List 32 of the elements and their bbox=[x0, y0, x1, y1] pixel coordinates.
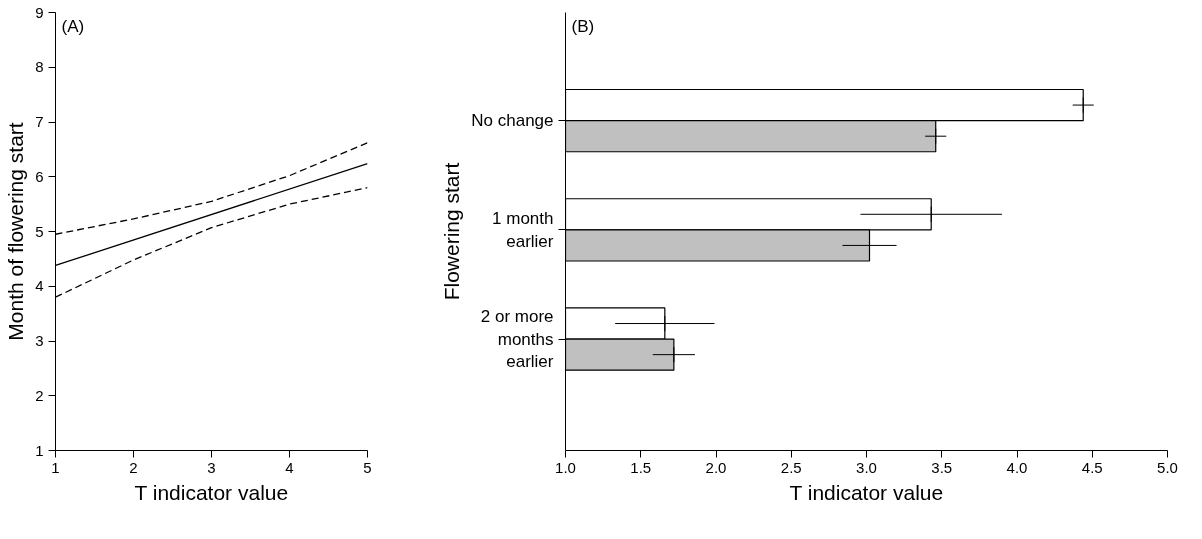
x-tick-label: 4.5 bbox=[1081, 458, 1103, 476]
annotation: (A) bbox=[61, 16, 85, 36]
y-tick-label: 1 month earlier bbox=[492, 208, 554, 251]
y-tick-label: 2 or more months earlier bbox=[480, 306, 554, 372]
x-tick-label: 5.0 bbox=[1157, 458, 1178, 476]
y-tick-label: 4 bbox=[35, 277, 44, 295]
x-tick-label: 2.0 bbox=[705, 458, 727, 476]
x-tick-label: 3 bbox=[207, 458, 216, 476]
x-axis-title: T indicator value bbox=[134, 480, 289, 504]
annotation: (B) bbox=[571, 16, 595, 36]
y-tick-label: No change bbox=[471, 111, 554, 131]
x-tick-label: 3.0 bbox=[856, 458, 877, 476]
x-tick-label: 3.5 bbox=[931, 458, 953, 476]
x-tick-label: 1 bbox=[51, 458, 60, 476]
y-tick-label: 6 bbox=[35, 167, 44, 185]
y-tick-label: 7 bbox=[35, 113, 44, 130]
y-tick-label: 2 bbox=[35, 386, 44, 404]
y-tick-label: 9 bbox=[35, 3, 44, 21]
x-tick-label: 1.0 bbox=[555, 458, 576, 476]
y-axis-title: Flowering start bbox=[440, 162, 464, 301]
x-axis-title: T indicator value bbox=[789, 480, 944, 504]
y-axis-title: Month of flowering start bbox=[4, 122, 28, 341]
x-tick-label: 4.0 bbox=[1006, 458, 1028, 476]
y-tick-label: 5 bbox=[35, 222, 44, 240]
x-tick-label: 4 bbox=[285, 458, 294, 476]
x-tick-label: 2 bbox=[129, 458, 138, 476]
y-tick-label: 1 bbox=[35, 441, 44, 459]
x-tick-label: 5 bbox=[363, 458, 372, 476]
y-tick-label: 3 bbox=[35, 332, 44, 349]
y-tick-label: 8 bbox=[35, 58, 44, 76]
x-tick-label: 2.5 bbox=[780, 458, 802, 476]
x-tick-label: 1.5 bbox=[630, 458, 652, 476]
